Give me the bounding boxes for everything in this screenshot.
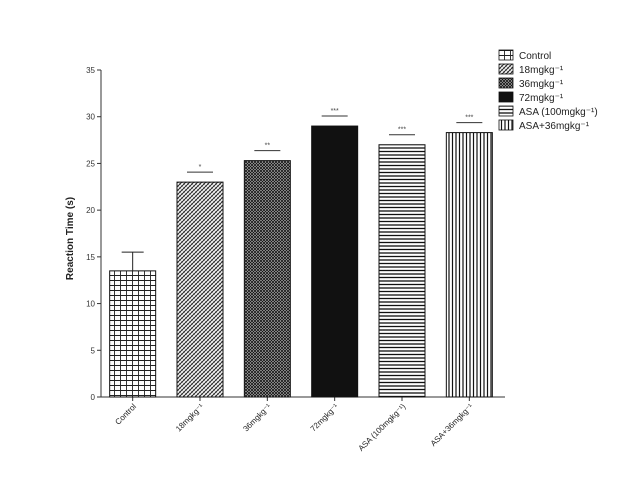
x-tick-label: ASA+36mgkg⁻¹ <box>429 402 475 448</box>
y-tick-label: 35 <box>86 66 95 75</box>
significance-label: *** <box>465 115 473 122</box>
bar <box>445 132 493 398</box>
y-tick-label: 20 <box>86 206 95 215</box>
bar <box>109 270 157 398</box>
bar <box>176 181 224 398</box>
y-tick-label: 0 <box>91 393 96 402</box>
significance-label: * <box>199 164 202 171</box>
legend-label: Control <box>519 51 551 62</box>
y-tick-label: 5 <box>91 346 96 355</box>
legend-swatch <box>498 105 514 117</box>
y-tick-label: 15 <box>86 253 95 262</box>
bars <box>109 125 493 398</box>
x-tick-label: 18mgkg⁻¹ <box>174 402 206 434</box>
legend-label: 36mgkg⁻¹ <box>519 79 564 90</box>
significance-label: *** <box>331 108 339 115</box>
x-tick-label: ASA (100mgkg⁻¹) <box>357 402 408 453</box>
legend-swatch <box>498 119 514 131</box>
bar <box>243 160 291 398</box>
y-tick-label: 25 <box>86 159 95 168</box>
legend-label: ASA (100mgkg⁻¹) <box>519 107 598 118</box>
y-tick-label: 10 <box>86 300 95 309</box>
x-tick-label: 36mgkg⁻¹ <box>241 402 273 434</box>
bar <box>378 144 426 398</box>
y-tick-label: 30 <box>86 113 95 122</box>
x-tick-label: Control <box>113 402 138 427</box>
legend-swatch <box>498 63 514 75</box>
legend-swatch <box>498 49 514 61</box>
annotations: ************ <box>187 108 483 173</box>
significance-label: ** <box>265 143 271 150</box>
legend: Control 18mgkg⁻¹ 36mgkg⁻¹ 72mgkg⁻¹ ASA (100m… <box>498 49 598 132</box>
legend-swatch <box>498 91 514 103</box>
x-tick-label: 72mgkg⁻¹ <box>309 402 341 434</box>
y-axis-title: Reaction Time (s) <box>65 197 76 280</box>
significance-label: *** <box>398 127 406 134</box>
legend-swatch <box>498 77 514 89</box>
bar <box>311 125 359 398</box>
legend-label: ASA+36mgkg⁻¹ <box>519 121 590 132</box>
legend-label: 72mgkg⁻¹ <box>519 93 564 104</box>
legend-label: 18mgkg⁻¹ <box>519 65 564 76</box>
